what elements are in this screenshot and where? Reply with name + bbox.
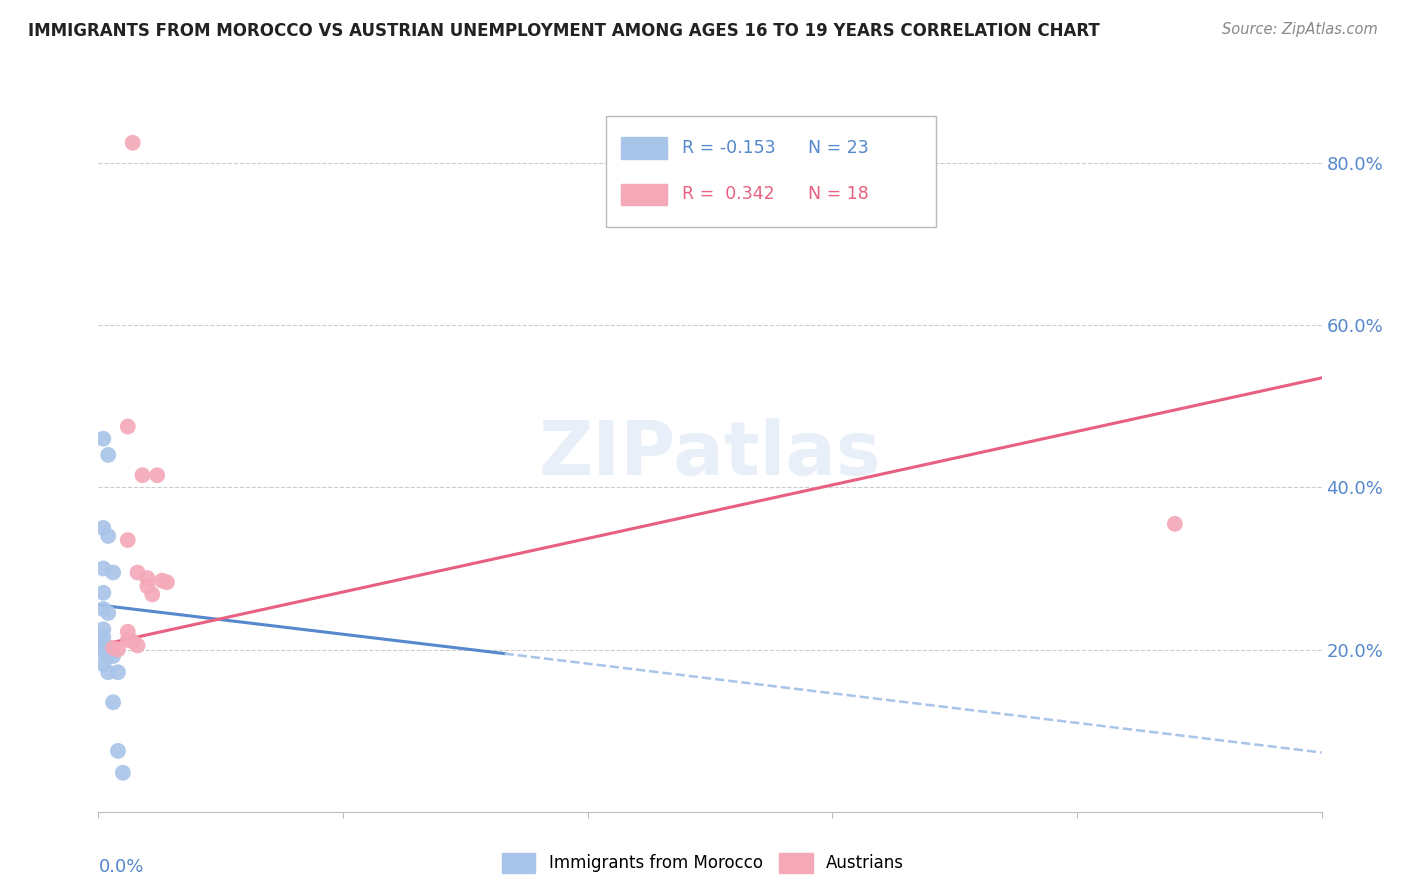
Bar <box>620 184 668 205</box>
Point <box>107 744 129 758</box>
Y-axis label: Unemployment Among Ages 16 to 19 years: Unemployment Among Ages 16 to 19 years <box>0 273 8 637</box>
Point <box>101 695 124 709</box>
Point <box>91 657 114 672</box>
Point <box>97 606 120 620</box>
Point <box>97 529 120 543</box>
Legend: Immigrants from Morocco, Austrians: Immigrants from Morocco, Austrians <box>495 847 911 880</box>
Point <box>117 533 139 547</box>
Point <box>107 642 129 657</box>
Point <box>101 566 124 580</box>
Point <box>101 648 124 663</box>
Point <box>91 631 114 645</box>
Text: 0.0%: 0.0% <box>98 858 143 876</box>
Point <box>117 419 139 434</box>
Point <box>90 640 112 655</box>
Point <box>131 468 153 483</box>
Point <box>97 640 120 655</box>
Point <box>91 432 114 446</box>
Point <box>127 566 149 580</box>
Point <box>91 639 114 653</box>
Point <box>150 574 173 588</box>
Point <box>97 448 120 462</box>
Point <box>1164 516 1187 531</box>
Point <box>91 521 114 535</box>
Point <box>91 644 114 658</box>
Point <box>111 765 134 780</box>
Text: R =  0.342: R = 0.342 <box>682 186 775 203</box>
Text: R = -0.153: R = -0.153 <box>682 139 776 157</box>
Bar <box>620 137 668 159</box>
Text: IMMIGRANTS FROM MOROCCO VS AUSTRIAN UNEMPLOYMENT AMONG AGES 16 TO 19 YEARS CORRE: IMMIGRANTS FROM MOROCCO VS AUSTRIAN UNEM… <box>28 22 1099 40</box>
Point <box>91 586 114 600</box>
Point <box>141 587 163 601</box>
Point <box>90 631 112 645</box>
Point <box>97 648 120 663</box>
Point <box>136 571 159 585</box>
Text: N = 23: N = 23 <box>808 139 869 157</box>
Point <box>101 640 124 655</box>
Point <box>146 468 169 483</box>
Text: N = 18: N = 18 <box>808 186 869 203</box>
Point <box>97 665 120 680</box>
Point <box>127 639 149 653</box>
Text: Source: ZipAtlas.com: Source: ZipAtlas.com <box>1222 22 1378 37</box>
Point <box>117 632 139 647</box>
Point <box>121 136 143 150</box>
Point <box>121 634 143 648</box>
Point <box>136 579 159 593</box>
Point <box>91 602 114 616</box>
Point <box>91 622 114 636</box>
Point <box>156 575 179 590</box>
Point <box>91 561 114 575</box>
FancyBboxPatch shape <box>606 116 936 227</box>
Point <box>117 624 139 639</box>
Text: ZIPatlas: ZIPatlas <box>538 418 882 491</box>
Point <box>107 665 129 680</box>
